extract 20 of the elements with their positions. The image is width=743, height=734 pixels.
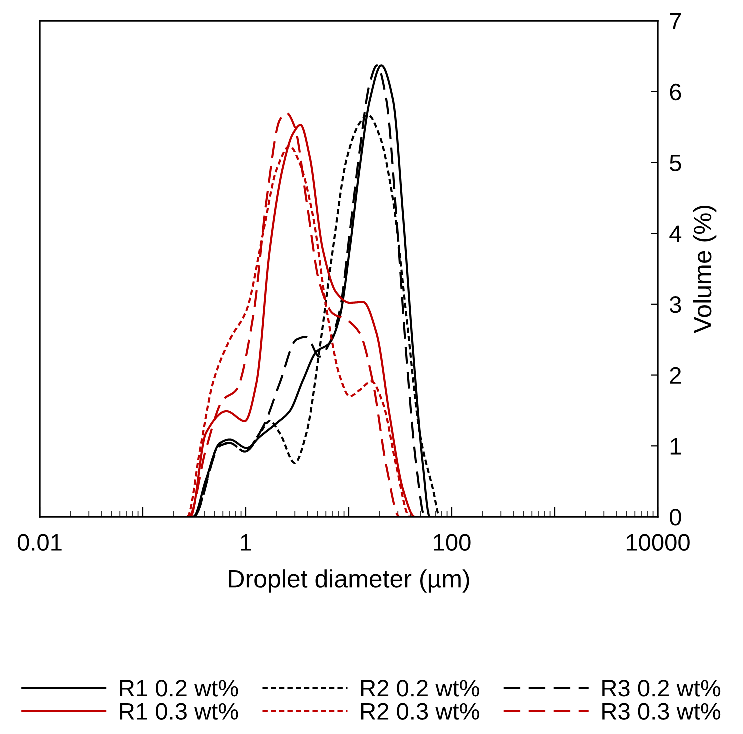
- legend-label: R3 0.3 wt%: [602, 703, 721, 720]
- legend-label: R1 0.2 wt%: [120, 680, 238, 697]
- y-tick-label: 4: [670, 226, 682, 242]
- x-axis-title: Droplet diameter (µm): [229, 570, 470, 593]
- x-tick-label: 1: [241, 534, 252, 551]
- y-tick-label: 0: [670, 509, 682, 526]
- y-tick-label: 5: [670, 155, 682, 172]
- x-tick-label: 100: [434, 534, 471, 552]
- y-axis-title: Volume (%): [693, 206, 717, 334]
- y-tick-label: 6: [670, 84, 682, 101]
- legend-label: R1 0.3 wt%: [120, 703, 238, 720]
- y-tick-label: 7: [670, 13, 682, 30]
- legend-label: R2 0.2 wt%: [361, 680, 480, 697]
- legend-label: R3 0.2 wt%: [602, 680, 721, 697]
- x-tick-label: 0.01: [18, 534, 62, 552]
- y-tick-label: 2: [670, 367, 682, 384]
- legend-label: R2 0.3 wt%: [361, 703, 480, 720]
- x-tick-label: 10000: [626, 534, 690, 552]
- y-tick-label: 3: [670, 296, 682, 314]
- y-tick-label: 1: [670, 438, 682, 455]
